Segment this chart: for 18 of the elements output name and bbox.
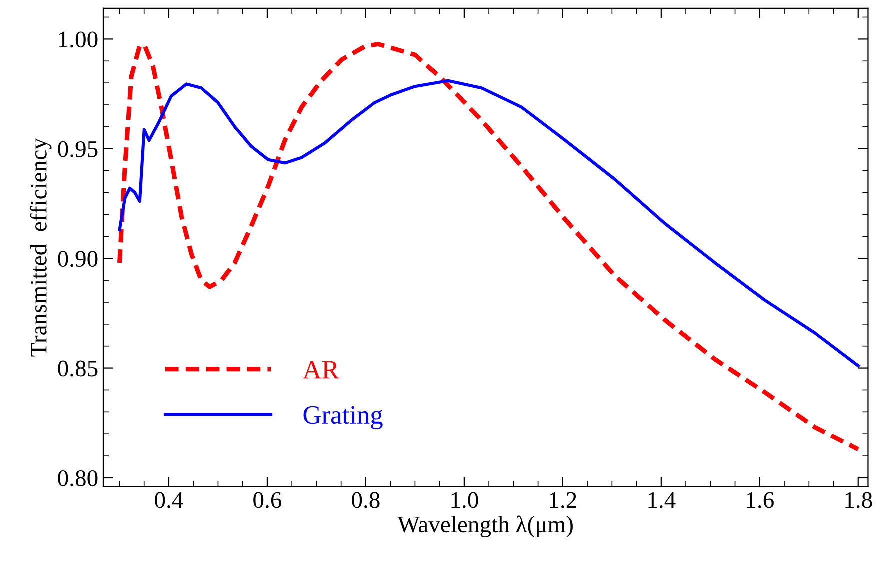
y-tick-label: 1.00 [59,32,98,48]
line-series [118,42,861,452]
x-tick-label: 1.6 [747,492,774,508]
x-tick-label: 0.8 [352,492,380,508]
y-tick-label: 0.80 [58,470,98,487]
x-tick-label: 0.6 [254,492,282,508]
x-axis-title: Wavelength λ(μm) [398,516,573,538]
x-tick-label: 1.4 [648,492,676,508]
y-tick-label: 0.90 [58,251,98,268]
legend-label: Grating [304,406,383,430]
y-axis-title: Transmitted efficiency [30,138,52,357]
x-tick-label: 1.2 [550,492,576,508]
x-tick-label: 1.0 [452,492,478,508]
y-tick-label: 0.95 [58,141,98,158]
x-tick-label: 0.4 [155,492,184,508]
legend-label: AR [302,361,340,379]
x-tick-label: 1.8 [846,492,872,508]
y-tick-label: 0.85 [58,360,98,377]
